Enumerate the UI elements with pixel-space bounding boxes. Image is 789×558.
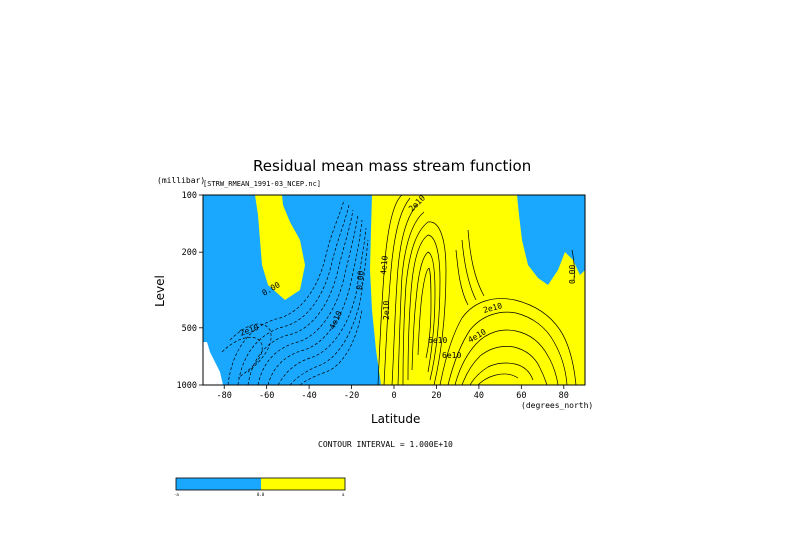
y-tick-label: 200: [182, 248, 197, 258]
x-tick-label: 80: [559, 391, 569, 401]
contour-interval-text: CONTOUR INTERVAL = 1.000E+10: [318, 440, 453, 449]
y-tick-label: 1000: [177, 381, 197, 391]
x-tick-label: -20: [344, 391, 359, 401]
contour-label: 4e10: [379, 255, 390, 275]
colorbar: -a 0.0 a: [174, 477, 346, 497]
contour-label: 6e10: [428, 336, 447, 345]
colorbar-negative-swatch: [176, 478, 261, 490]
colorbar-frame: [175, 477, 346, 491]
positive-tongue-south: [259, 195, 263, 215]
contour-label: 0.00: [355, 270, 366, 290]
y-axis-unit: (millibar): [157, 176, 206, 185]
contour-label: 6e10: [442, 351, 461, 360]
x-tick-label: -40: [301, 391, 316, 401]
colorbar-positive-swatch: [261, 478, 345, 490]
negative-region-north: [517, 195, 585, 285]
plot-area: 0.00 2e10 4e10 0.00 2e10 2e10 4e10 6e10 …: [203, 195, 585, 385]
x-axis-ticks: -80 -60 -40 -20 0 20 40 60 80: [217, 385, 569, 401]
contour-label: 2e10: [382, 301, 391, 320]
positive-contours: [377, 195, 577, 385]
negative-contours: [221, 199, 369, 385]
chart-title: Residual mean mass stream function: [253, 157, 532, 175]
colorbar-label-zero: 0.0: [257, 492, 265, 497]
x-axis-unit: (degrees_north): [521, 401, 594, 410]
y-tick-label: 100: [182, 191, 197, 201]
source-file-label: [STRW_RMEAN_1991-03_NCEP.nc]: [203, 180, 322, 188]
colorbar-label-min: -a: [174, 492, 179, 497]
contour-label: 0.00: [568, 265, 577, 284]
x-axis-label: Latitude: [371, 412, 421, 426]
x-tick-label: 0: [391, 391, 396, 401]
missing-data-patch: [203, 342, 223, 385]
y-axis-ticks: 100 200 500 1000: [177, 191, 203, 391]
x-tick-label: 60: [516, 391, 526, 401]
x-tick-label: -80: [217, 391, 232, 401]
colorbar-label-max: a: [342, 492, 345, 497]
x-tick-label: -60: [259, 391, 274, 401]
x-tick-label: 20: [431, 391, 441, 401]
contour-lines: [221, 195, 577, 385]
y-tick-label: 500: [182, 324, 197, 334]
x-tick-label: 40: [474, 391, 484, 401]
